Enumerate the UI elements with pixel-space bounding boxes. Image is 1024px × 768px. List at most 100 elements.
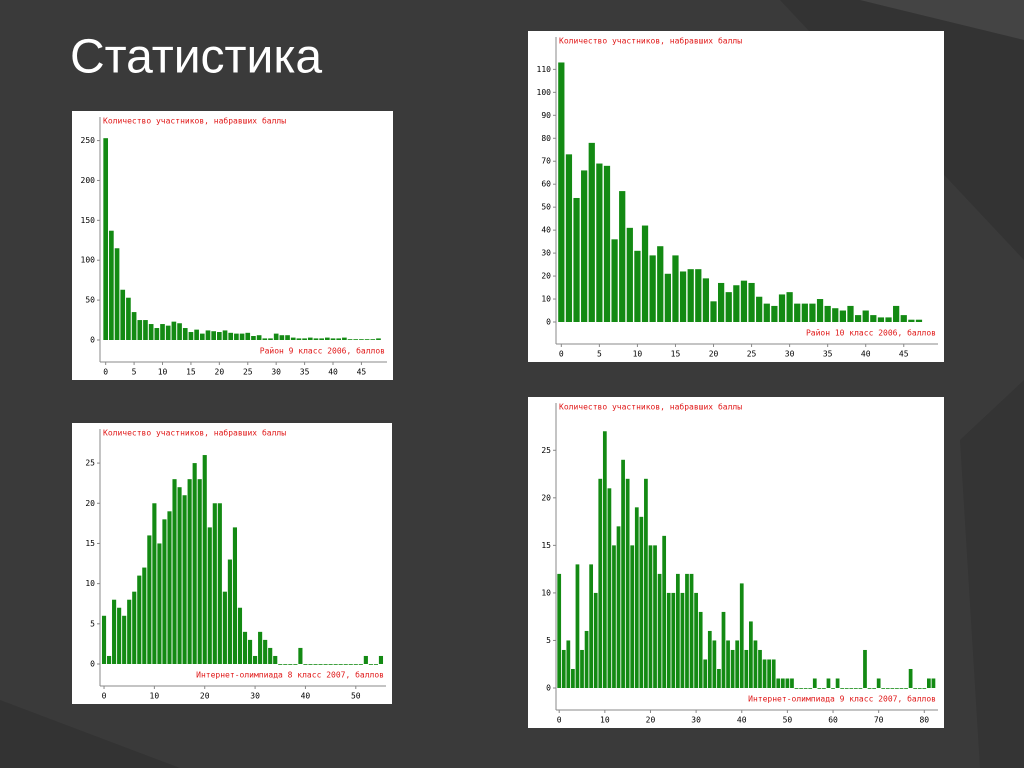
- bar: [662, 535, 667, 688]
- x-tick-label: 45: [899, 350, 909, 359]
- bar: [154, 328, 160, 340]
- bar: [702, 278, 710, 322]
- bar: [687, 269, 694, 322]
- slide-title: Статистика: [70, 31, 322, 84]
- decor: [0, 700, 180, 768]
- bar: [217, 503, 222, 664]
- x-tick-label: 45: [357, 368, 367, 377]
- bar: [870, 315, 877, 322]
- y-tick-label: 5: [546, 636, 551, 645]
- bar: [649, 255, 656, 322]
- decor: [960, 380, 1024, 768]
- bar: [672, 255, 679, 322]
- x-tick-label: 40: [301, 692, 311, 701]
- bar: [245, 332, 251, 340]
- chart-title: Количество участников, набравших баллы: [103, 428, 286, 438]
- y-tick-label: 50: [85, 296, 95, 305]
- bar: [358, 664, 363, 665]
- chart-title: Количество участников, набравших баллы: [559, 402, 742, 412]
- y-tick-label: 60: [541, 180, 551, 189]
- bar: [890, 688, 895, 689]
- bar: [227, 559, 232, 664]
- bar: [296, 338, 302, 340]
- bar: [847, 305, 854, 322]
- bar: [915, 319, 923, 322]
- bar: [908, 668, 913, 688]
- bar: [733, 285, 740, 322]
- x-axis-label: Интернет-олимпиада 8 класс 2007, баллов: [196, 670, 384, 680]
- y-tick-label: 50: [541, 203, 551, 212]
- x-tick-label: 35: [300, 368, 310, 377]
- bar: [602, 431, 607, 688]
- bar: [217, 332, 222, 340]
- bar: [303, 664, 308, 665]
- bar: [228, 332, 234, 340]
- bar: [801, 303, 808, 322]
- bar: [283, 664, 288, 665]
- bar: [558, 62, 565, 322]
- bar: [234, 333, 239, 340]
- x-tick-label: 10: [150, 692, 160, 701]
- bar: [835, 678, 840, 688]
- bar: [182, 495, 187, 664]
- bar: [762, 659, 767, 688]
- x-tick-label: 10: [633, 350, 643, 359]
- bar: [776, 678, 781, 688]
- bar: [268, 338, 273, 340]
- bar: [142, 567, 147, 664]
- bar: [753, 640, 758, 688]
- bar: [101, 615, 107, 664]
- bar: [616, 526, 621, 688]
- bar: [808, 688, 813, 689]
- x-tick-label: 0: [559, 350, 564, 359]
- x-tick-label: 0: [102, 692, 107, 701]
- bar: [343, 664, 348, 665]
- y-tick-label: 100: [537, 88, 552, 97]
- bar: [363, 655, 368, 664]
- bar: [639, 516, 644, 688]
- bar: [364, 339, 370, 341]
- bar: [307, 337, 313, 340]
- bar: [167, 511, 172, 664]
- y-tick-label: 70: [541, 157, 551, 166]
- bar: [619, 191, 626, 322]
- bar: [205, 330, 211, 340]
- bar: [634, 507, 639, 688]
- x-tick-label: 70: [874, 716, 884, 725]
- bar: [126, 297, 131, 340]
- y-tick-label: 15: [85, 539, 95, 548]
- bar: [744, 649, 749, 688]
- bar: [786, 292, 793, 322]
- bar: [831, 688, 835, 689]
- x-tick-label: 60: [828, 716, 838, 725]
- y-tick-label: 15: [541, 541, 551, 550]
- bar: [273, 655, 278, 664]
- bar: [817, 688, 822, 689]
- bar: [313, 664, 318, 665]
- bar: [147, 535, 152, 664]
- x-tick-label: 5: [597, 350, 602, 359]
- bar: [771, 305, 778, 322]
- bar: [302, 338, 307, 340]
- bar: [137, 575, 142, 664]
- x-tick-label: 40: [328, 368, 338, 377]
- bar: [188, 332, 194, 340]
- bar: [199, 333, 205, 340]
- bar: [222, 330, 228, 340]
- bar: [598, 478, 603, 688]
- x-tick-label: 0: [103, 368, 108, 377]
- bar: [641, 225, 649, 322]
- bar: [162, 519, 167, 664]
- bar: [348, 664, 353, 665]
- bar: [192, 463, 197, 664]
- x-tick-label: 40: [861, 350, 871, 359]
- bar: [625, 478, 630, 688]
- bar: [653, 545, 657, 688]
- bar: [177, 487, 182, 664]
- bar: [112, 599, 117, 664]
- bar: [160, 324, 165, 340]
- bar: [748, 282, 755, 322]
- x-tick-label: 5: [132, 368, 137, 377]
- bar: [644, 478, 648, 688]
- bar: [840, 688, 845, 689]
